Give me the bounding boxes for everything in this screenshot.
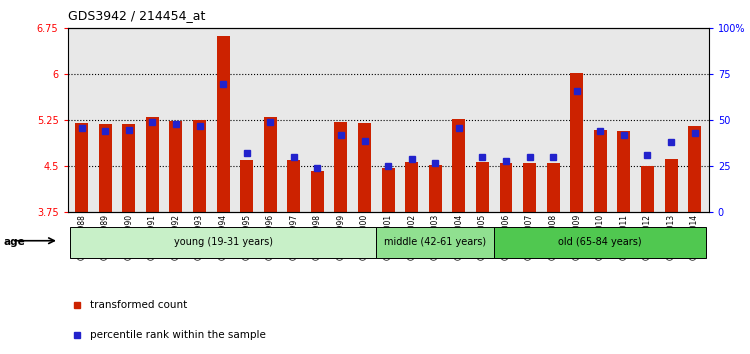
Bar — [122, 124, 135, 354]
Bar — [494, 227, 706, 258]
Bar — [193, 120, 206, 354]
Bar — [264, 117, 277, 354]
Text: middle (42-61 years): middle (42-61 years) — [384, 237, 486, 247]
Bar — [664, 159, 677, 354]
Bar — [240, 160, 254, 354]
Bar — [500, 163, 512, 354]
Text: percentile rank within the sample: percentile rank within the sample — [90, 330, 266, 339]
Bar — [452, 119, 465, 354]
Bar — [547, 163, 560, 354]
Bar — [376, 227, 494, 258]
Bar — [75, 124, 88, 354]
Bar — [594, 130, 607, 354]
Text: GDS3942 / 214454_at: GDS3942 / 214454_at — [68, 9, 205, 22]
Bar — [358, 124, 371, 354]
Text: age: age — [4, 238, 26, 247]
Bar — [617, 131, 630, 354]
Text: young (19-31 years): young (19-31 years) — [173, 237, 272, 247]
Text: transformed count: transformed count — [90, 299, 187, 310]
Bar — [429, 165, 442, 354]
Bar — [311, 171, 324, 354]
Bar — [523, 163, 536, 354]
Bar — [688, 126, 701, 354]
Bar — [570, 73, 584, 354]
Bar — [405, 162, 418, 354]
Bar — [170, 121, 182, 354]
Bar — [146, 117, 159, 354]
Bar — [70, 227, 376, 258]
Bar — [382, 167, 394, 354]
Bar — [476, 162, 489, 354]
Bar — [287, 160, 300, 354]
Text: old (65-84 years): old (65-84 years) — [559, 237, 642, 247]
Bar — [641, 166, 654, 354]
Bar — [99, 124, 112, 354]
Bar — [217, 36, 229, 354]
Bar — [334, 122, 347, 354]
